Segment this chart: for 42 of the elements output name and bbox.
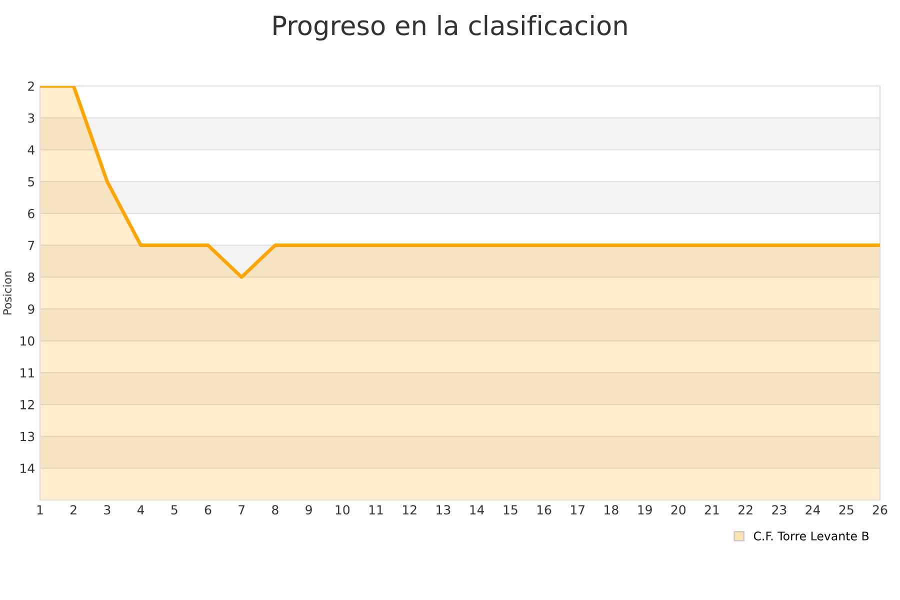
y-tick-label: 2 bbox=[28, 81, 34, 91]
y-tick-label: 9 bbox=[28, 304, 34, 314]
x-tick-label: 8 bbox=[272, 505, 278, 515]
x-tick-label: 11 bbox=[369, 505, 383, 514]
y-tick-label: 3 bbox=[28, 113, 34, 123]
y-tick-label: 14 bbox=[20, 464, 34, 473]
x-tick-label: 3 bbox=[104, 505, 110, 515]
x-tick-label: 9 bbox=[306, 505, 312, 515]
y-tick-label: 10 bbox=[20, 336, 34, 346]
y-axis-title: Posicion bbox=[2, 271, 12, 314]
y-tick-label: 7 bbox=[28, 240, 34, 250]
x-tick-label: 14 bbox=[470, 505, 484, 514]
x-tick-label: 12 bbox=[403, 505, 416, 514]
x-tick-label: 26 bbox=[872, 505, 888, 515]
y-tick-label: 13 bbox=[20, 432, 34, 442]
y-tick-label: 5 bbox=[28, 177, 34, 186]
chart-title: Progreso en la clasificacion bbox=[274, 15, 627, 41]
legend-label: C.F. Torre Levante B bbox=[754, 532, 869, 540]
x-tick-label: 7 bbox=[238, 505, 245, 514]
x-tick-label: 10 bbox=[336, 505, 350, 515]
y-tick-label: 8 bbox=[28, 272, 34, 282]
x-tick-label: 1 bbox=[37, 505, 43, 514]
y-tick-label: 4 bbox=[28, 145, 34, 154]
x-tick-label: 2 bbox=[70, 505, 76, 514]
x-tick-label: 19 bbox=[638, 505, 652, 515]
x-tick-label: 5 bbox=[171, 505, 178, 515]
x-tick-label: 23 bbox=[772, 505, 786, 515]
x-tick-label: 25 bbox=[839, 505, 854, 515]
x-tick-label: 21 bbox=[704, 505, 719, 514]
y-tick-label: 6 bbox=[28, 208, 34, 218]
x-tick-label: 13 bbox=[436, 505, 450, 515]
x-tick-label: 24 bbox=[806, 505, 820, 514]
x-tick-label: 22 bbox=[738, 505, 752, 514]
x-tick-label: 18 bbox=[604, 505, 618, 515]
x-tick-label: 6 bbox=[204, 505, 212, 515]
y-tick-label: 11 bbox=[20, 368, 34, 378]
x-tick-label: 17 bbox=[571, 505, 584, 514]
x-tick-label: 20 bbox=[671, 505, 686, 515]
y-tick-label: 12 bbox=[20, 400, 34, 410]
x-tick-label: 16 bbox=[537, 505, 552, 515]
x-tick-label: 15 bbox=[504, 505, 518, 515]
x-tick-label: 4 bbox=[137, 505, 144, 514]
